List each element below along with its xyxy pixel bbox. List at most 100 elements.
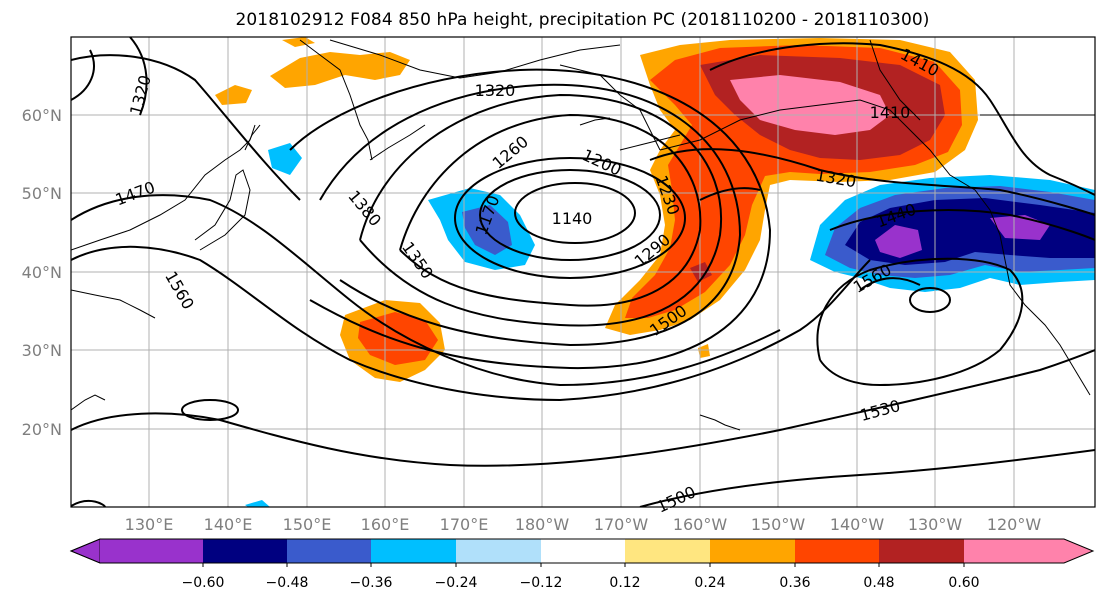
colorbar-tick-label: 0.60: [948, 575, 979, 591]
height-contour: [71, 499, 106, 507]
latitude-label: 30°N: [22, 341, 62, 360]
height-contour: [859, 277, 921, 291]
height-contour: [709, 42, 1095, 196]
precip-negative-patch: [875, 225, 922, 258]
longitude-label: 160°W: [673, 515, 728, 534]
longitude-label: 150°W: [751, 515, 806, 534]
longitude-label: 170°W: [594, 515, 649, 534]
colorbar-tick-label: −0.48: [266, 575, 309, 591]
height-contour-label: 1200: [579, 145, 624, 179]
height-contour-label: 1560: [161, 268, 198, 313]
height-contour: [829, 209, 1095, 241]
latitude-label: 50°N: [22, 184, 62, 203]
precip-negative-patch: [245, 500, 270, 507]
height-contour-label: 1320: [126, 73, 155, 117]
colorbar-bin: [964, 539, 1093, 563]
latitude-label: 40°N: [22, 263, 62, 282]
hawaii-coastline: [699, 414, 741, 431]
precip-positive-patch: [282, 37, 315, 47]
height-contour: [816, 257, 1024, 387]
colorbar-tick-label: 0.36: [779, 575, 810, 591]
na-coastline: [659, 99, 1091, 396]
longitude-label: 170°E: [440, 515, 489, 534]
height-contour: [639, 449, 1095, 507]
height-contours: [71, 37, 1095, 507]
colorbar-tick-label: −0.60: [182, 575, 225, 591]
precip-positive-patch: [730, 75, 890, 135]
height-contour: [649, 148, 1095, 216]
colorbar-bin: [795, 539, 879, 563]
colorbar: −0.60 −0.48 −0.36 −0.24 −0.12 0.12 0.24 0.36 0.4…: [69, 538, 1095, 591]
asia-coastline: [71, 124, 256, 251]
longitude-label: 140°W: [830, 515, 885, 534]
colorbar-bin: [541, 539, 625, 563]
ak-border: [869, 39, 921, 121]
height-contour: [699, 187, 761, 201]
colorbar-tick-label: 0.48: [863, 575, 894, 591]
colorbar-tick-label: −0.36: [350, 575, 393, 591]
height-contour: [909, 287, 951, 313]
precip-positive-patch: [698, 344, 710, 358]
height-contour: [129, 37, 148, 116]
precip-negative-patch: [268, 143, 302, 175]
colorbar-extend-min: [69, 538, 101, 564]
longitude-label: 130°W: [908, 515, 963, 534]
height-contour: [289, 68, 772, 370]
height-contour: [399, 113, 702, 307]
precip-positive-patch: [358, 312, 438, 365]
height-contour: [71, 245, 871, 402]
height-contour-label: 1320: [475, 81, 516, 100]
height-contour: [479, 169, 661, 261]
japan-coastline: [194, 169, 251, 251]
height-contour-label: 1500: [654, 482, 699, 516]
colorbar-bin: [625, 539, 710, 563]
longitude-label: 150°E: [283, 515, 332, 534]
china-coastline: [71, 394, 106, 411]
coastlines: [71, 39, 1095, 431]
colorbar-tick-label: 0.12: [609, 575, 640, 591]
latitude-label: 20°N: [22, 420, 62, 439]
height-contour: [359, 93, 723, 327]
longitude-label: 180°W: [515, 515, 570, 534]
longitude-label: 160°E: [361, 515, 410, 534]
korea-coastline: [71, 289, 156, 319]
graticule: [71, 37, 1095, 507]
kamchatka-coastline: [299, 39, 373, 161]
height-contour: [514, 182, 636, 244]
colorbar-bin: [879, 539, 964, 563]
height-contour-label: 1470: [113, 178, 158, 210]
colorbar-tick-label: 0.24: [694, 575, 725, 591]
longitude-labels: 130°E 140°E 150°E 160°E 170°E 180°W 170°W 160°W…: [125, 515, 1042, 534]
height-contour: [71, 49, 95, 101]
latitude-label: 60°N: [22, 106, 62, 125]
colorbar-bin: [710, 539, 795, 563]
height-contour: [319, 83, 742, 347]
latitude-labels: 60°N 50°N 40°N 30°N 20°N: [22, 106, 62, 439]
kuril-coastline: [244, 124, 261, 151]
longitude-label: 140°E: [204, 515, 253, 534]
height-contour: [71, 194, 781, 387]
longitude-label: 130°E: [125, 515, 174, 534]
height-contour: [71, 54, 301, 201]
height-contour: [181, 399, 239, 421]
colorbar-bin: [100, 539, 203, 563]
height-contour-label: 1410: [870, 103, 911, 122]
colorbar-tick-label: −0.24: [435, 575, 478, 591]
precip-positive-patch: [215, 85, 252, 105]
colorbar-bin: [287, 539, 371, 563]
chart-title: 2018102912 F084 850 hPa height, precipit…: [235, 10, 930, 30]
aleutian-east-coastline: [619, 134, 681, 151]
height-contour-label: 1530: [858, 396, 902, 425]
height-contour-label: 1350: [398, 238, 437, 282]
height-contour-label: 1140: [552, 209, 593, 228]
colorbar-bin: [371, 539, 456, 563]
aleutian-mid-coastline: [579, 117, 611, 126]
colorbar-bin: [203, 539, 287, 563]
colorbar-tick-label: −0.12: [520, 575, 563, 591]
colorbar-bin: [456, 539, 541, 563]
aleutian-west-coastline: [369, 124, 426, 161]
longitude-label: 120°W: [987, 515, 1042, 534]
precip-shading: [215, 37, 1095, 507]
